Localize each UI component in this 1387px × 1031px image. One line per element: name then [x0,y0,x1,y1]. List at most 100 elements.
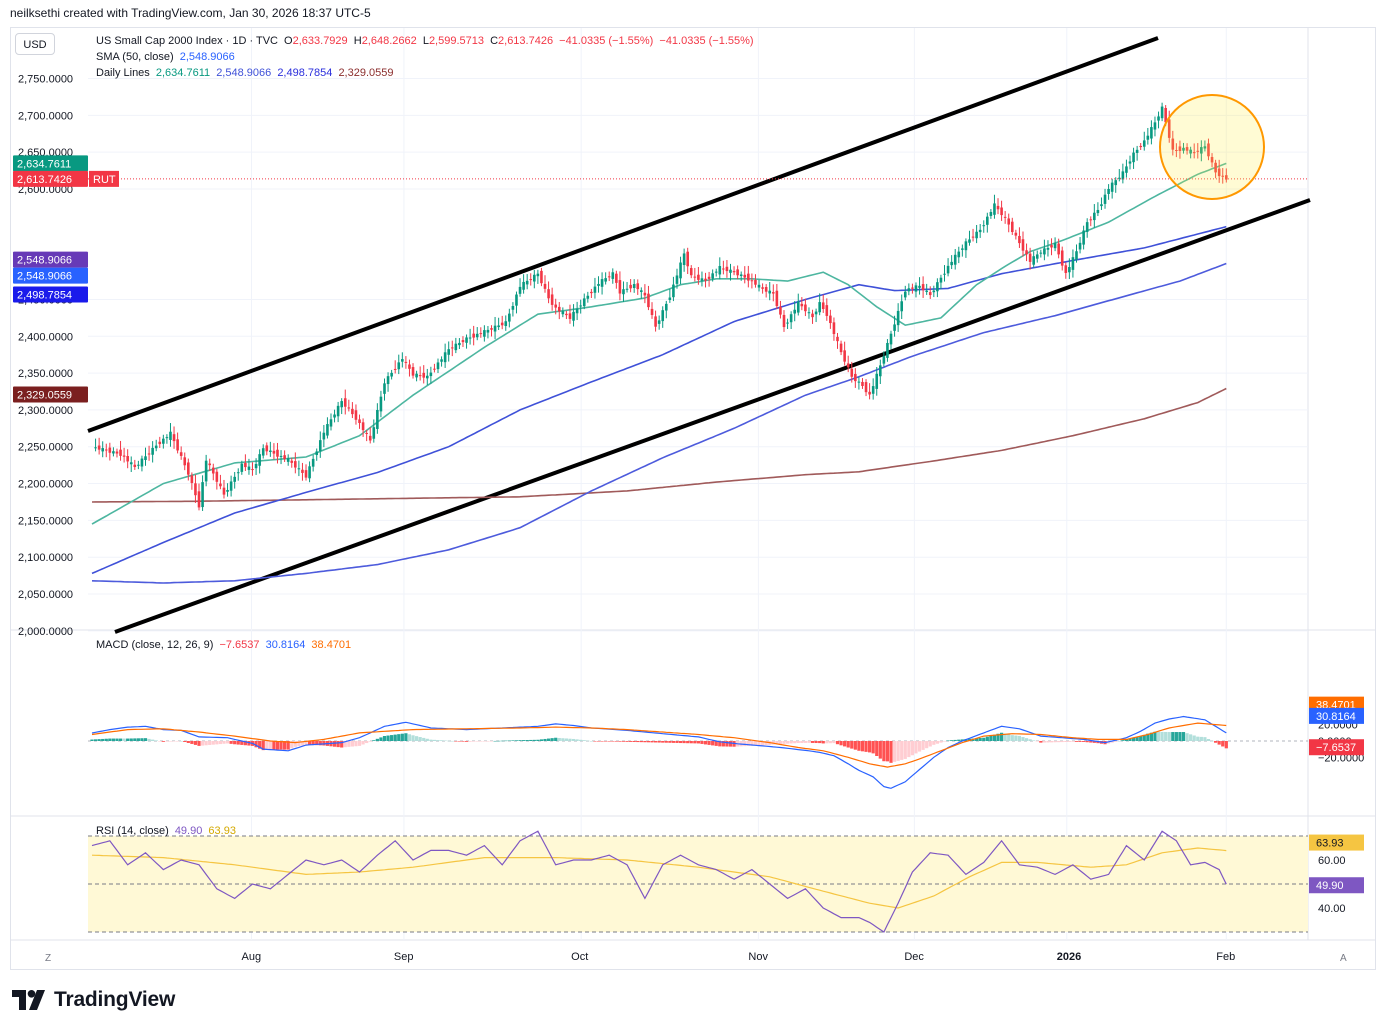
candle-body [415,373,418,378]
candle-body [397,362,401,370]
change-value: −41.0335 (−1.55%) [559,35,654,47]
candle-body [764,287,768,292]
tradingview-logo-icon [12,990,45,1010]
sma-label: SMA (50, close) [96,51,174,63]
badge-sma200-bg [13,386,88,403]
candle-body [525,280,529,285]
candle-body [144,456,147,460]
candle-body [368,435,372,441]
macd-hist-bar [322,741,326,746]
candle-body [233,476,236,482]
candle-body [768,290,772,294]
candle-body [739,274,743,276]
candle-body [682,253,686,266]
macd-hist-bar [807,741,811,743]
macd-hist-bar [486,741,490,742]
macd-hist-bar [354,741,358,747]
macd-hist-bar [165,741,169,742]
macd-hist-bar [172,741,176,742]
badge-sma50-b: 2,548.9066 [17,271,72,283]
macd-hist-bar [882,741,886,762]
lines-v3: 2,498.7854 [277,67,333,79]
candle-body [829,315,832,324]
currency-button[interactable]: USD [15,33,55,55]
macd-hist-bar [1164,731,1168,741]
candle-body [775,290,779,307]
candle-body [825,305,829,316]
symbol-title: US Small Cap 2000 Index · 1D · TVC [96,35,278,47]
macd-hist-bar [1114,741,1118,742]
macd-hist-bar [857,741,861,751]
candle-body [814,311,818,315]
candle-body [1114,180,1118,186]
candle-body [1082,230,1085,245]
macd-hist-bar [518,740,522,741]
macd-hist-bar [208,741,212,745]
candle-body [1014,232,1018,236]
candle-body [579,305,582,307]
candle-body [861,381,864,386]
candle-body [119,449,122,456]
macd-hist-bar [1057,741,1061,743]
macd-hist-bar [921,741,925,750]
macd-hist-bar [1185,733,1189,741]
candle-body [129,462,133,465]
macd-hist-bar [143,738,148,741]
candle-body [978,229,982,233]
macd-hist-bar [832,741,836,744]
candle-body [689,268,693,276]
macd-hist-bar [482,741,486,742]
macd-hist-bar [472,741,476,742]
macd-hist-bar [190,741,194,744]
macd-hist-bar [439,740,444,741]
macd-hist-bar [365,741,369,744]
macd-hist-bar [554,737,558,741]
macd-hist-bar [1221,741,1225,747]
macd-hist-bar [529,739,533,741]
lines-legend: Daily Lines 2,634.7611 2,548.9066 2,498.… [96,67,397,79]
macd-hist-bar [411,735,415,741]
candle-body [661,310,665,322]
candle-body [329,419,333,427]
low-value: 2,599.5713 [428,35,484,47]
macd-hist-bar [236,741,240,745]
macd-hist-bar [1010,735,1014,741]
badge-rsi-ma-bg [1309,834,1364,851]
macd-hist-bar [1196,736,1200,741]
candle-body [1185,147,1189,151]
macd-hist-bar [1092,741,1096,743]
macd-hist-bar [1053,741,1057,743]
macd-hist-bar [543,738,547,741]
candle-body [447,349,450,355]
candle-body [522,281,525,290]
macd-hist-bar [425,738,429,741]
macd-hist-bar [290,741,294,749]
candle-body [1046,247,1050,250]
macd-hist-bar [122,738,126,741]
candle-body [311,458,315,467]
macd-hist-bar [375,738,379,741]
candle-body [1182,147,1185,151]
macd-hist-bar [1014,735,1018,741]
macd-hist-bar [985,736,989,741]
macd-hist-bar [653,741,658,743]
candle-body [1178,146,1182,152]
candle-body [850,368,854,377]
candle-body [882,356,886,364]
candle-body [1128,161,1132,164]
candle-body [807,312,811,314]
macd-hist-bar [896,741,900,761]
candle-body [864,382,868,393]
macd-hist-bar [650,741,654,743]
candle-body [283,455,286,460]
macd-hist-bar [1042,741,1046,743]
candle-body [1053,243,1057,249]
time-tick-label: Dec [904,951,924,963]
candle-body [1075,251,1078,260]
candle-body [625,288,629,290]
macd-hist-bar [1007,734,1011,741]
macd-hist-bar [789,741,793,744]
candle-body [932,290,936,293]
macd-hist-bar [1021,737,1025,741]
